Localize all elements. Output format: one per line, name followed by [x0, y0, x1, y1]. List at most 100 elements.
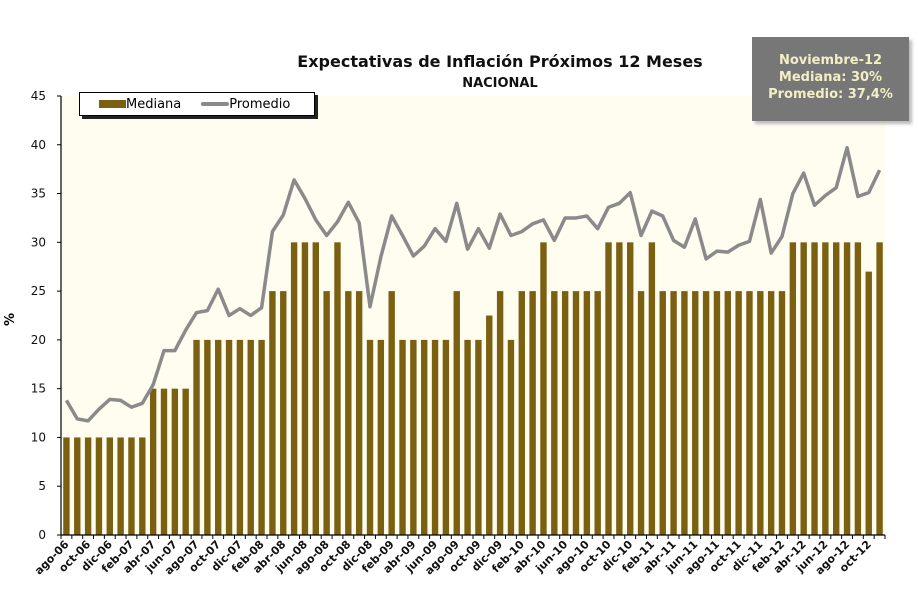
- bar-mediana: [63, 437, 70, 535]
- bar-mediana: [355, 291, 363, 535]
- line-promedio: [64, 145, 882, 423]
- bar-mediana: [518, 291, 525, 535]
- bar-mediana: [442, 339, 450, 535]
- bar-mediana: [616, 242, 623, 536]
- info-box: Noviembre-12 Mediana: 30% Promedio: 37,4…: [752, 37, 909, 121]
- bar-mediana: [366, 339, 374, 535]
- bar-mediana: [225, 339, 233, 535]
- bar-mediana: [507, 339, 515, 535]
- bar-mediana: [692, 291, 699, 535]
- bar-mediana: [529, 291, 536, 535]
- bar-mediana: [637, 291, 645, 535]
- y-tick-label: 15: [31, 382, 46, 396]
- bar-mediana: [193, 339, 200, 535]
- bar-mediana: [594, 291, 601, 535]
- bar-mediana: [681, 291, 688, 535]
- info-mediana: Mediana: 30%: [778, 70, 883, 85]
- bar-mediana: [670, 291, 677, 535]
- bar-mediana: [767, 291, 775, 535]
- bar-mediana: [258, 339, 265, 535]
- bar-mediana: [843, 242, 851, 536]
- y-tick-label: 40: [31, 138, 46, 152]
- bar-mediana: [811, 242, 818, 536]
- bar-mediana: [659, 291, 666, 535]
- bar-mediana: [247, 339, 254, 535]
- bar-mediana: [800, 242, 807, 536]
- y-tick-label: 0: [38, 528, 46, 542]
- bar-mediana: [312, 242, 319, 536]
- bar-mediana: [182, 388, 189, 535]
- bar-mediana: [160, 388, 168, 535]
- info-promedio: Promedio: 37,4%: [768, 87, 893, 102]
- bar-mediana: [74, 437, 81, 535]
- bar-mediana: [648, 242, 656, 536]
- bar-mediana: [128, 437, 135, 535]
- legend-swatch-mediana: [99, 100, 126, 108]
- bar-mediana: [139, 437, 146, 535]
- bar-mediana: [95, 437, 103, 535]
- bar-mediana: [117, 437, 124, 535]
- y-tick-label: 20: [31, 333, 46, 347]
- bar-mediana: [854, 242, 862, 536]
- y-tick-label: 35: [31, 187, 46, 201]
- bar-mediana: [431, 339, 439, 535]
- bar-mediana: [876, 242, 883, 536]
- bar-mediana: [464, 339, 471, 535]
- y-tick-label: 10: [31, 430, 46, 444]
- bar-mediana: [724, 291, 731, 535]
- bar-mediana: [280, 291, 287, 535]
- bar-mediana: [301, 242, 309, 536]
- bar-mediana: [746, 291, 753, 535]
- y-tick-label: 45: [31, 89, 46, 103]
- bar-mediana: [204, 339, 211, 535]
- bar-mediana: [865, 271, 872, 535]
- bar-mediana: [421, 339, 428, 535]
- bar-mediana: [453, 291, 460, 535]
- bar-mediana: [475, 339, 482, 535]
- bar-mediana: [735, 291, 742, 535]
- legend-label-mediana: Mediana: [126, 96, 182, 112]
- bar-mediana: [551, 291, 558, 535]
- y-tick-label: 5: [38, 479, 46, 493]
- legend-label-promedio: Promedio: [229, 96, 291, 112]
- bar-mediana: [377, 339, 385, 535]
- bar-mediana: [702, 291, 710, 535]
- legend: Mediana Promedio: [79, 92, 315, 116]
- bar-mediana: [789, 242, 797, 536]
- bar-mediana: [84, 437, 92, 535]
- bar-mediana: [334, 242, 341, 536]
- bar-mediana: [757, 291, 764, 535]
- y-tick-label: 25: [31, 284, 46, 298]
- bar-mediana: [822, 242, 829, 536]
- bar-mediana: [713, 291, 721, 535]
- bar-mediana: [572, 291, 580, 535]
- bar-mediana: [605, 242, 612, 536]
- bar-mediana: [540, 242, 547, 536]
- bar-mediana: [269, 291, 276, 535]
- chart-title: Expectativas de Inflación Próximos 12 Me…: [297, 52, 703, 71]
- info-month: Noviembre-12: [778, 53, 883, 68]
- bar-mediana: [290, 242, 298, 536]
- bar-mediana: [345, 291, 352, 535]
- bar-mediana: [399, 339, 406, 535]
- bar-mediana: [778, 291, 786, 535]
- bar-mediana: [627, 242, 634, 536]
- bar-mediana: [496, 291, 504, 535]
- bar-mediana: [149, 388, 157, 535]
- chart-subtitle: NACIONAL: [462, 76, 538, 91]
- bar-mediana: [236, 339, 244, 535]
- y-tick-label: 30: [31, 235, 46, 249]
- bar-mediana: [486, 315, 493, 535]
- legend-swatch-promedio: [201, 102, 230, 106]
- bar-mediana: [583, 291, 591, 535]
- bar-mediana: [215, 339, 222, 535]
- bar-mediana: [106, 437, 113, 535]
- bar-mediana: [388, 291, 395, 535]
- bar-mediana: [410, 339, 417, 535]
- bar-mediana: [323, 291, 330, 535]
- bar-mediana: [561, 291, 569, 535]
- bar-mediana: [833, 242, 840, 536]
- bar-mediana: [171, 388, 179, 535]
